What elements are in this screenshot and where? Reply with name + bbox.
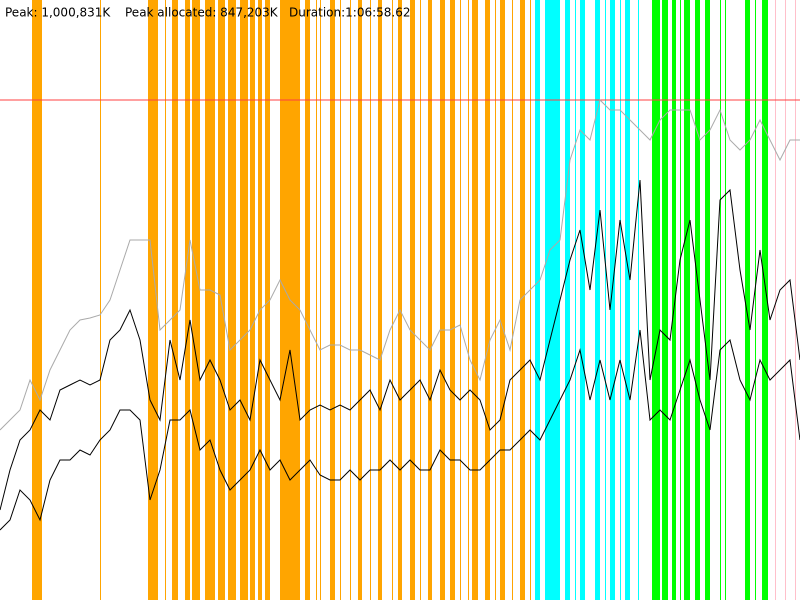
event-band <box>350 0 351 600</box>
event-band <box>32 0 42 600</box>
event-band <box>684 0 690 600</box>
event-band <box>595 0 600 600</box>
event-band <box>520 0 525 600</box>
header-duration: Duration:1:06:58.62 <box>289 6 411 20</box>
event-band <box>205 0 215 600</box>
event-band <box>565 0 570 600</box>
series-line <box>0 329 800 531</box>
event-band <box>330 0 335 600</box>
event-band <box>192 0 200 600</box>
event-band <box>228 0 236 600</box>
event-band <box>485 0 490 600</box>
event-band <box>762 0 768 600</box>
event-band <box>450 0 455 600</box>
event-band <box>440 0 445 600</box>
event-band <box>410 0 415 600</box>
event-band <box>340 0 341 600</box>
event-band <box>472 0 478 600</box>
header-peak: Peak: 1,000,831K <box>5 6 111 20</box>
event-band <box>745 0 750 600</box>
event-band <box>580 0 585 600</box>
event-band <box>705 0 710 600</box>
memory-lines <box>0 99 800 531</box>
event-band <box>460 0 461 600</box>
event-band <box>370 0 371 600</box>
event-band <box>695 0 700 600</box>
event-band <box>240 0 248 600</box>
event-band <box>358 0 362 600</box>
event-band <box>512 0 513 600</box>
event-band <box>725 0 726 600</box>
event-bands <box>32 0 796 600</box>
event-band <box>662 0 668 600</box>
event-band <box>680 0 681 600</box>
event-band <box>378 0 382 600</box>
event-band <box>185 0 190 600</box>
event-band <box>625 0 630 600</box>
event-band <box>755 0 756 600</box>
header: Peak: 1,000,831K Peak allocated: 847,203… <box>5 6 411 20</box>
event-band <box>305 0 310 600</box>
event-band <box>672 0 676 600</box>
header-peak-allocated: Peak allocated: 847,203K <box>125 6 279 20</box>
event-band <box>775 0 776 600</box>
event-band <box>795 0 796 600</box>
event-band <box>165 0 166 600</box>
event-band <box>420 0 421 600</box>
event-band <box>638 0 639 600</box>
event-band <box>398 0 402 600</box>
event-band <box>605 0 606 600</box>
event-band <box>620 0 621 600</box>
event-band <box>468 0 469 600</box>
event-band <box>545 0 560 600</box>
event-band <box>575 0 576 600</box>
event-band <box>530 0 531 600</box>
series-line <box>0 99 800 431</box>
event-band <box>720 0 721 600</box>
event-band <box>428 0 432 600</box>
event-band <box>392 0 393 600</box>
event-band <box>148 0 158 600</box>
event-band <box>785 0 786 600</box>
event-band <box>100 0 101 600</box>
event-band <box>495 0 496 600</box>
event-band <box>610 0 615 600</box>
event-band <box>500 0 505 600</box>
event-band <box>265 0 270 600</box>
event-band <box>652 0 660 600</box>
event-band <box>535 0 540 600</box>
event-band <box>316 0 317 600</box>
event-band <box>258 0 262 600</box>
event-band <box>172 0 178 600</box>
event-band <box>250 0 255 600</box>
event-band <box>320 0 321 600</box>
series-line <box>0 179 800 511</box>
event-band <box>218 0 225 600</box>
